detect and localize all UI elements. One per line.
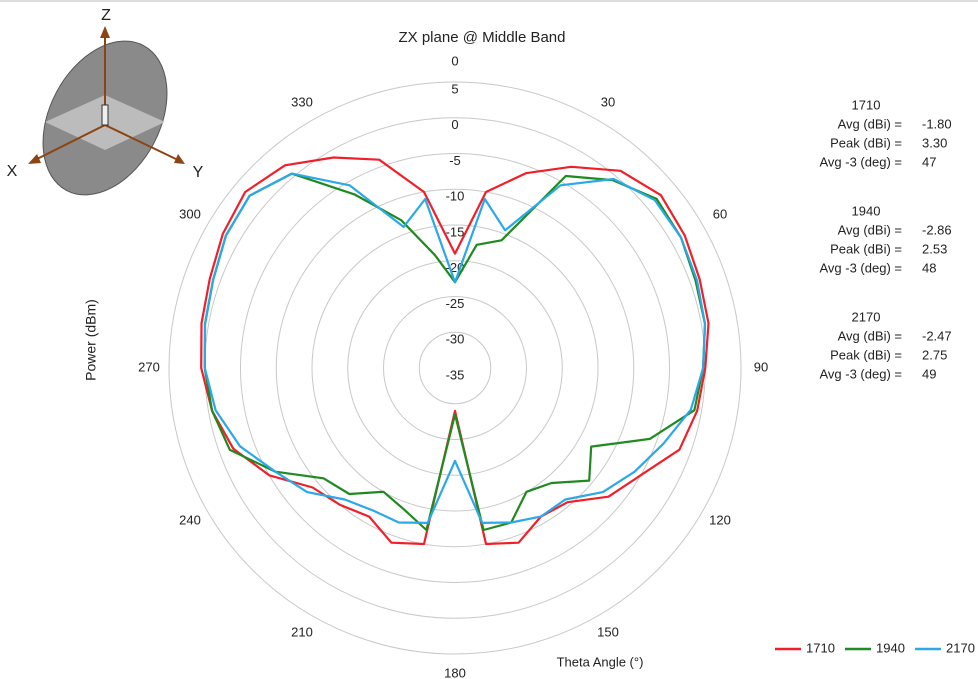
theta-tick-label: 30 xyxy=(601,94,615,109)
theta-tick-label: 180 xyxy=(444,665,466,679)
theta-tick-label: 150 xyxy=(597,624,619,639)
theta-tick-label: 0 xyxy=(451,53,458,68)
grid-ring xyxy=(275,188,635,548)
stats-label: Peak (dBi) = xyxy=(830,241,902,256)
theta-tick-label: 90 xyxy=(754,359,768,374)
grid-ring xyxy=(347,260,563,476)
stats-label: Avg (dBi) = xyxy=(838,328,902,343)
r-tick-label: -30 xyxy=(446,332,465,347)
icon-arrow xyxy=(100,26,110,38)
theta-tick-label: 210 xyxy=(291,624,313,639)
icon-label: Y xyxy=(193,164,204,181)
x-axis-label: Theta Angle (°) xyxy=(557,654,644,669)
grid-ring xyxy=(383,296,527,440)
stats-value: -1.80 xyxy=(922,116,952,131)
r-tick-label: -35 xyxy=(446,367,465,382)
stats-title: 1940 xyxy=(852,203,881,218)
grid-ring xyxy=(418,331,492,405)
r-tick-label: -15 xyxy=(446,224,465,239)
grid-ring xyxy=(240,153,670,583)
y-axis-label: Power (dBm) xyxy=(83,299,99,381)
icon-label: X xyxy=(7,163,18,180)
stats-title: 1710 xyxy=(852,97,881,112)
stats-label: Avg (dBi) = xyxy=(838,222,902,237)
stats-value: 47 xyxy=(922,154,936,169)
stats-value: 49 xyxy=(922,366,936,381)
r-tick-label: 0 xyxy=(451,117,458,132)
icon-arrow xyxy=(174,154,185,164)
stats-title: 2170 xyxy=(852,309,881,324)
stats-label: Peak (dBi) = xyxy=(830,347,902,362)
theta-tick-label: 60 xyxy=(713,206,727,221)
theta-tick-label: 270 xyxy=(138,359,160,374)
stats-value: 48 xyxy=(922,260,936,275)
theta-tick-label: 120 xyxy=(709,512,731,527)
icon-axis xyxy=(34,124,106,161)
r-tick-label: -10 xyxy=(446,189,465,204)
legend-label: 2170 xyxy=(946,640,975,655)
series-line xyxy=(200,156,710,546)
stats-value: -2.47 xyxy=(922,328,952,343)
stats-label: Avg -3 (deg) = xyxy=(819,366,902,381)
stats-label: Peak (dBi) = xyxy=(830,135,902,150)
orientation-icon: Z X Y xyxy=(7,7,204,196)
stats-label: Avg (dBi) = xyxy=(838,116,902,131)
icon-label: Z xyxy=(101,7,111,24)
stats-value: 3.30 xyxy=(922,135,947,150)
grid-ring xyxy=(168,81,742,655)
stats-value: 2.53 xyxy=(922,241,947,256)
grid-ring xyxy=(311,224,599,512)
stats-label: Avg -3 (deg) = xyxy=(819,260,902,275)
series-line xyxy=(203,172,707,524)
icon-axis xyxy=(104,124,179,161)
icon-arrow xyxy=(28,154,41,164)
r-tick-label: -5 xyxy=(449,153,461,168)
theta-tick-label: 330 xyxy=(291,94,313,109)
icon-device xyxy=(101,104,109,126)
legend-label: 1710 xyxy=(806,640,835,655)
stats-value: 2.75 xyxy=(922,347,947,362)
r-tick-label: -25 xyxy=(446,296,465,311)
theta-tick-label: 240 xyxy=(179,512,201,527)
r-tick-label: 5 xyxy=(451,81,458,96)
theta-tick-label: 300 xyxy=(179,206,201,221)
stats-value: -2.86 xyxy=(922,222,952,237)
legend-label: 1940 xyxy=(876,640,905,655)
chart-title: ZX plane @ Middle Band xyxy=(399,29,566,46)
stats-label: Avg -3 (deg) = xyxy=(819,154,902,169)
